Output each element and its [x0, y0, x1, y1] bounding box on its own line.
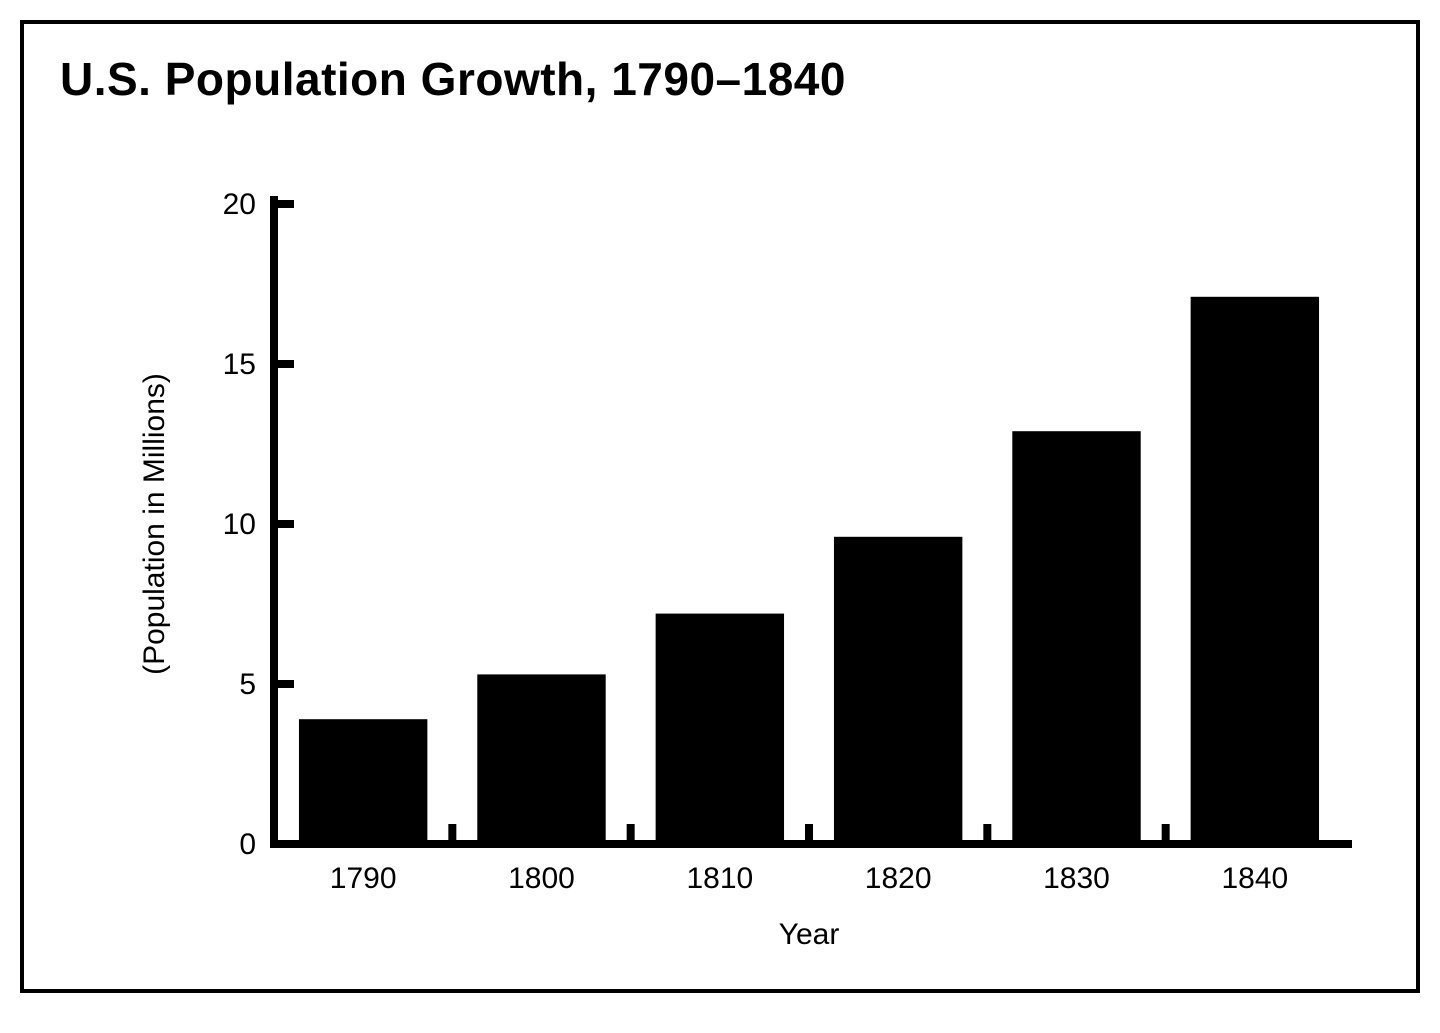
- x-tick-label: 1820: [865, 862, 932, 895]
- y-tick-label: 10: [223, 508, 256, 541]
- x-tick-label: 1840: [1221, 862, 1288, 895]
- y-tick-label: 15: [223, 348, 256, 381]
- bar-chart-svg: 0 5 10 15 20 1790 1800 1810 1820 1830 1840 Year (Pop…: [74, 124, 1374, 964]
- chart-title: U.S. Population Growth, 1790–1840: [60, 52, 846, 106]
- chart-frame: U.S. Population Growth, 1790–1840 0 5 10 15…: [20, 20, 1420, 993]
- bar: [834, 537, 962, 844]
- bar: [1191, 297, 1319, 844]
- y-tick-label: 0: [239, 828, 256, 861]
- x-tick-label: 1800: [508, 862, 575, 895]
- bar: [299, 719, 427, 844]
- y-tick-label: 5: [239, 668, 256, 701]
- bar: [656, 614, 784, 844]
- x-axis-label: Year: [779, 918, 840, 951]
- x-tick-label: 1790: [330, 862, 397, 895]
- bar: [477, 674, 605, 844]
- y-axis-label: (Population in Millions): [138, 373, 171, 675]
- bar: [1012, 431, 1140, 844]
- y-tick-label: 20: [223, 188, 256, 221]
- chart-area: 0 5 10 15 20 1790 1800 1810 1820 1830 1840 Year (Pop…: [74, 124, 1366, 959]
- x-tick-label: 1810: [686, 862, 753, 895]
- x-tick-label: 1830: [1043, 862, 1110, 895]
